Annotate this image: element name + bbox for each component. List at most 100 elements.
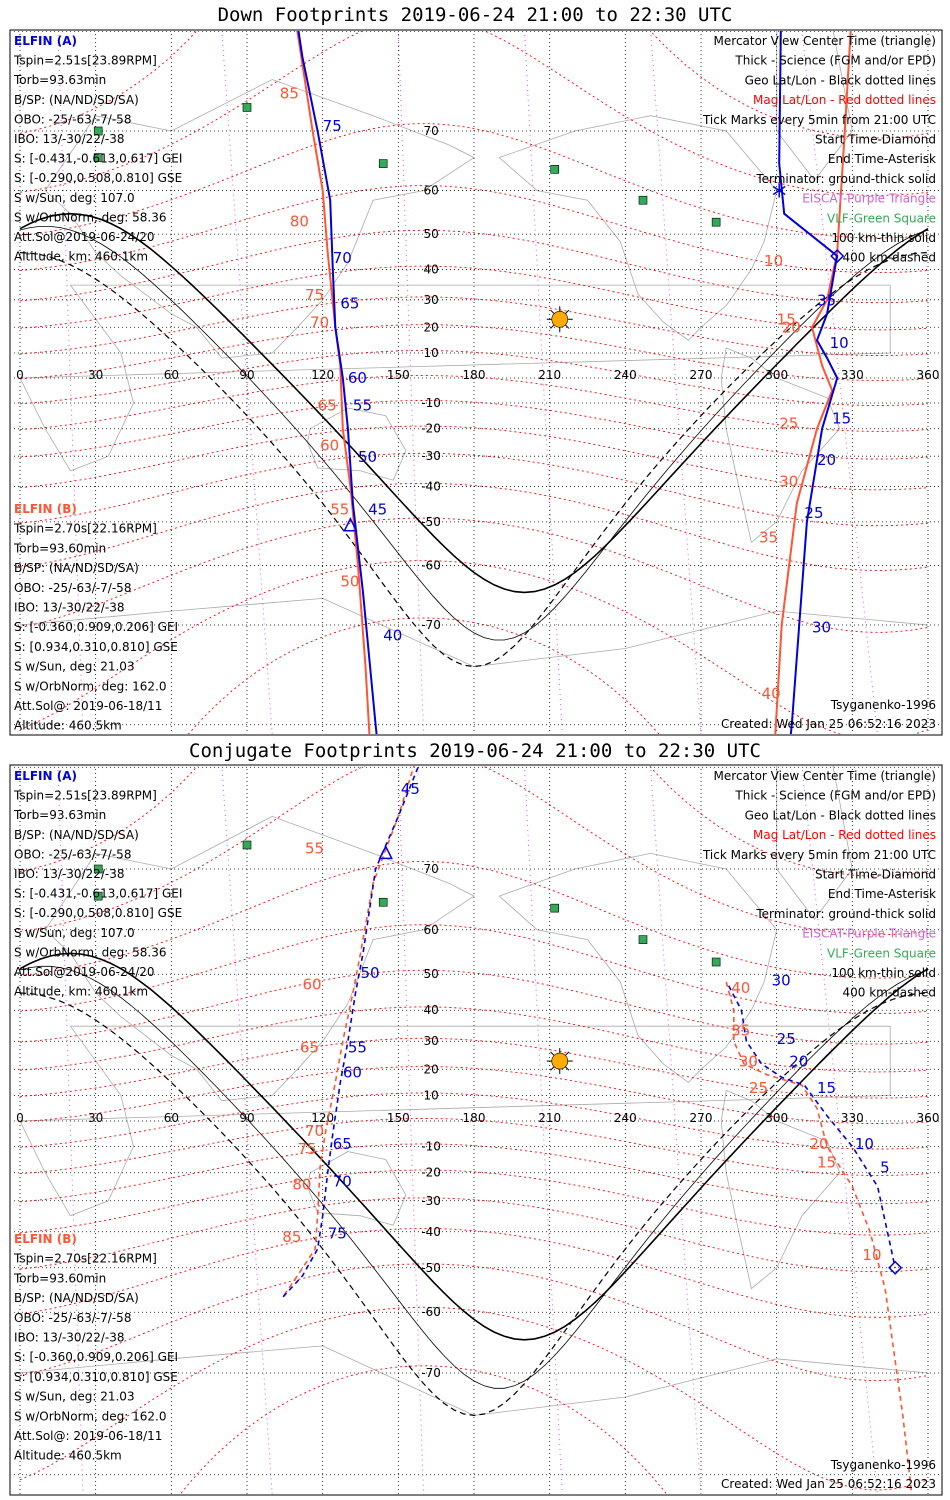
elfin-a-info-line: Altitude, km: 460.1km (14, 250, 148, 264)
track-time-tick-label: 40 (383, 626, 402, 644)
legend-entry: Mercator View Center Time (triangle) (714, 34, 936, 48)
elfin-a-title: ELFIN (A) (14, 769, 77, 783)
elfin-a-title: ELFIN (A) (14, 34, 77, 48)
track-time-tick-label: 70 (305, 1122, 324, 1140)
lon-tick-label: 300 (765, 1111, 788, 1125)
sun-ray (565, 1051, 570, 1056)
lon-tick-label: 0 (16, 1111, 24, 1125)
lon-tick-label: 120 (311, 368, 334, 382)
lat-tick-label: -30 (421, 1194, 441, 1208)
vlf-station-marker (550, 903, 560, 913)
elfin-a-info-line: S: [-0.431,-0.613,0.617] GEI (14, 152, 182, 166)
track-time-tick-label: 65 (333, 1135, 352, 1153)
legend-entry: Geo Lat/Lon - Black dotted lines (745, 73, 936, 87)
footprint-track (281, 766, 420, 1299)
elfin-a-info-line: Att.Sol@2019-06-24/20 (14, 230, 155, 244)
lat-tick-label: 50 (423, 967, 438, 981)
lat-tick-label: 70 (423, 124, 438, 138)
track-time-tick-label: 80 (290, 212, 309, 230)
lat-tick-label: -40 (421, 1225, 441, 1239)
track-time-tick-label: 25 (779, 415, 798, 433)
mag-parallel (19, 482, 929, 571)
track-time-tick-label: 75 (297, 1140, 316, 1158)
mag-grid (19, 766, 929, 1494)
legend-entry: Mercator View Center Time (triangle) (714, 769, 936, 783)
sun-ray (550, 324, 555, 329)
lat-tick-label: 60 (423, 923, 438, 937)
coastline (19, 284, 891, 472)
coastline (498, 852, 778, 1084)
lon-tick-label: 270 (690, 368, 713, 382)
vlf-station-marker (378, 159, 388, 168)
track-time-tick-label: 70 (310, 313, 329, 331)
legend-entry: 100 km-thin solid (831, 231, 936, 245)
vlf-station-marker (638, 195, 648, 205)
end-time-asterisk-marker (772, 183, 786, 198)
elfin-a-info-line: S w/Sun, deg: 107.0 (14, 191, 135, 205)
elfin-a-info-line: Torb=93.63min (13, 808, 106, 822)
footprint-track (774, 31, 852, 734)
lon-tick-label: 210 (538, 368, 561, 382)
lat-tick-label: -70 (421, 1366, 441, 1380)
lat-tick-label: -30 (421, 449, 441, 463)
lat-tick-label: -20 (421, 1166, 441, 1180)
conjugate-footprints-panel: Conjugate Footprints 2019-06-24 21:00 to… (0, 740, 950, 1500)
elfin-a-info-line: S: [-0.290,0.508,0.810] GSE (14, 171, 182, 185)
lat-tick-label: 40 (423, 1003, 438, 1017)
coastline (307, 1151, 407, 1226)
track-time-tick-label: 25 (749, 1079, 768, 1097)
mag-parallel (19, 1118, 929, 1176)
mag-parallel (19, 1228, 929, 1318)
panel-title: Conjugate Footprints 2019-06-24 21:00 to… (189, 740, 761, 762)
mag-meridian (801, 31, 878, 734)
lon-tick-label: 180 (463, 368, 486, 382)
geo-grid (11, 31, 941, 734)
vlf-station-marker (638, 935, 648, 944)
lon-tick-label: 240 (614, 368, 637, 382)
legend-entry: Mag Lat/Lon - Red dotted lines (753, 93, 936, 107)
vlf-station-marker (378, 897, 388, 907)
created-timestamp: Created: Wed Jan 25 06:52:16 2023 (721, 717, 936, 731)
elfin-b-info-line: Att.Sol@: 2019-06-18/11 (14, 1429, 162, 1443)
track-time-tick-label: 55 (305, 839, 324, 857)
lat-tick-label: 60 (423, 184, 438, 198)
track-time-tick-label: 25 (777, 1030, 796, 1048)
track-time-tick-label: 10 (764, 252, 783, 270)
legend-entry: EISCAT-Purple Triangle (802, 192, 936, 206)
mag-parallel (187, 617, 660, 734)
lon-tick-label: 150 (387, 1111, 410, 1125)
track-time-tick-label: 30 (739, 1053, 758, 1071)
track-time-tick-label: 40 (762, 685, 781, 703)
elfin-a-info-line: S: [-0.431,-0.613,0.617] GEI (14, 887, 182, 901)
lon-tick-label: 30 (88, 1111, 103, 1125)
terminator-100km (19, 226, 929, 641)
lat-tick-label: 20 (423, 320, 438, 334)
mag-parallel (19, 31, 929, 139)
track-time-tick-label: 35 (759, 528, 778, 546)
elfin-a-info-line: Tspin=2.51s[23.89RPM] (13, 54, 157, 68)
mag-parallel (19, 1143, 929, 1205)
lat-tick-label: -10 (421, 1139, 441, 1153)
coastline (776, 31, 853, 181)
mag-parallel (19, 861, 929, 979)
footprint-track (778, 31, 839, 734)
elfin-b-info-line: S: [0.934,0.310,0.810] GSE (14, 640, 178, 654)
lon-tick-label: 300 (765, 368, 788, 382)
sun-disk (551, 1052, 569, 1070)
model-label: Tsyganenko-1996 (830, 1458, 936, 1472)
start-time-diamond-marker (830, 248, 845, 264)
lat-tick-label: -50 (421, 515, 441, 529)
mag-meridian (397, 766, 425, 1494)
lat-tick-label: -70 (421, 618, 441, 632)
track-time-tick-label: 35 (731, 1021, 750, 1039)
footprint-tracks (296, 31, 852, 734)
elfin-b-info-line: B/SP: (NA/ND/SD/SA) (14, 1291, 139, 1305)
lon-tick-label: 330 (841, 368, 864, 382)
geo-grid (11, 766, 941, 1494)
mag-parallel (19, 969, 929, 1045)
elfin-b-title: ELFIN (B) (14, 502, 77, 516)
legend-entry: 400 km-dashed (842, 986, 936, 1000)
coastline (307, 407, 407, 481)
track-time-tick-label: 20 (809, 1135, 828, 1153)
sun-ray (550, 309, 555, 314)
